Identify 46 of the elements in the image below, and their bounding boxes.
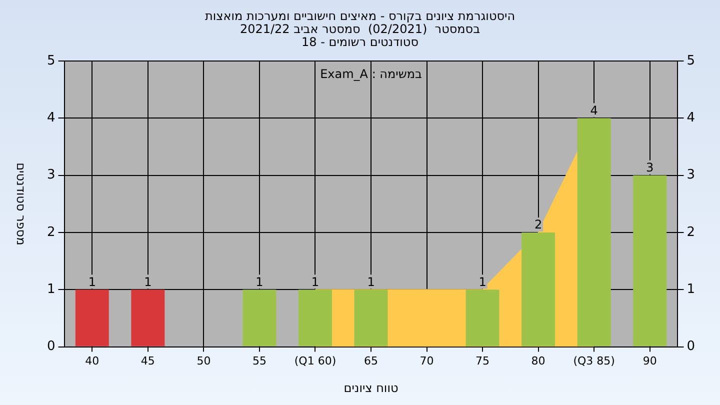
- annotation: במשימה : Exam_A: [320, 67, 422, 82]
- y-axis-title: מספר סטודנטים: [14, 162, 28, 246]
- data-label: 1: [478, 274, 486, 289]
- data-label: 2: [534, 218, 542, 232]
- y-tick-label: 5: [46, 53, 56, 68]
- bar: [633, 175, 667, 346]
- bar: [242, 290, 276, 346]
- y-tick-label: 1: [46, 282, 56, 298]
- bar: [577, 118, 611, 346]
- y2-tick-label: 1: [686, 282, 696, 298]
- y2-tick-label: 5: [686, 53, 696, 68]
- y-tick-label: 2: [46, 224, 56, 240]
- y-tick-label: 4: [46, 110, 56, 126]
- x-tick-label: 40: [85, 354, 100, 368]
- chart-title: היסטוגרמת ציונים בקורס - מאיצים חישוביים ומערכות מואצות: [204, 9, 516, 24]
- bar: [75, 290, 109, 346]
- bar: [131, 290, 165, 346]
- data-label: 1: [88, 274, 96, 289]
- y2-tick-label: 3: [686, 168, 696, 183]
- bar: [354, 290, 388, 346]
- x-tick-label: 90: [642, 354, 657, 368]
- y2-tick-label: 0: [686, 339, 696, 354]
- x-tick-label: (Q3 85): [573, 354, 615, 368]
- x-tick-label: 75: [476, 354, 490, 368]
- y2-tick-label: 2: [686, 224, 696, 240]
- data-label: 4: [590, 103, 598, 118]
- chart-subtitle: בסמסטר (02/2021) סמסטר אביב 2021/22 סטודנטים רשומים - 18: [240, 22, 480, 50]
- y2-tick-label: 4: [686, 110, 696, 126]
- y-tick-label: 0: [46, 339, 56, 354]
- x-tick-label: 50: [196, 354, 211, 368]
- x-tick-label: 45: [140, 354, 155, 368]
- data-label: 3: [646, 160, 654, 174]
- bar: [298, 290, 332, 346]
- x-tick-label: (Q1 60): [294, 354, 336, 368]
- bar: [522, 232, 556, 346]
- x-tick-label: 80: [531, 354, 546, 368]
- x-tick-label: 65: [364, 354, 378, 368]
- x-tick-label: 55: [252, 354, 266, 368]
- x-axis-title: טווח ציונים: [344, 381, 398, 395]
- data-label: 1: [144, 274, 152, 289]
- data-label: 1: [367, 274, 375, 289]
- data-label: 1: [311, 274, 320, 289]
- x-tick-label: 70: [420, 354, 434, 368]
- y-tick-label: 3: [46, 168, 56, 183]
- data-label: 1: [256, 274, 264, 289]
- bar: [466, 290, 500, 346]
